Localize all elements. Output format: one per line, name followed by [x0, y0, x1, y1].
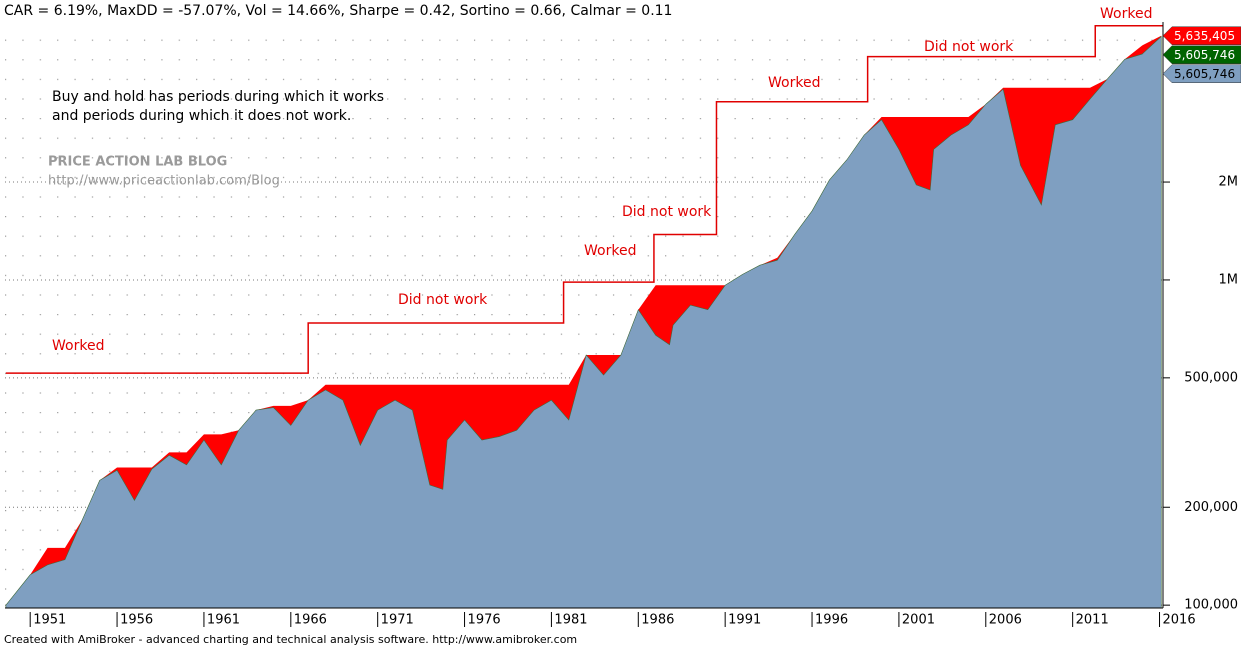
x-tick-label: 1996 — [815, 613, 848, 628]
x-tick-label: 1976 — [468, 613, 501, 628]
y-tick-label: 100,000 — [1184, 598, 1238, 613]
y-tick-label: 200,000 — [1184, 500, 1238, 515]
x-tick-label: 2016 — [1163, 613, 1196, 628]
x-tick-label: 1956 — [120, 613, 153, 628]
price-tag-label: 5,635,405 — [1174, 29, 1235, 43]
price-tag-label: 5,605,746 — [1174, 48, 1235, 62]
y-tick-label: 2M — [1219, 175, 1239, 190]
y-tick-label: 500,000 — [1184, 370, 1238, 385]
x-tick-label: 1971 — [381, 613, 414, 628]
x-tick-label: 2001 — [902, 613, 935, 628]
x-tick-label: 1951 — [33, 613, 66, 628]
annotation: Worked — [584, 243, 636, 259]
y-tick-label: 1M — [1219, 272, 1239, 287]
footer: Created with AmiBroker - advanced charti… — [4, 633, 577, 646]
x-tick-label: 2011 — [1076, 613, 1109, 628]
x-tick-label: 2006 — [989, 613, 1022, 628]
x-tick-label: 1986 — [641, 613, 674, 628]
annotation: Worked — [768, 75, 820, 91]
price-tag-label: 5,605,746 — [1174, 67, 1235, 81]
x-tick-label: 1966 — [294, 613, 327, 628]
equity-area — [5, 35, 1162, 609]
watermark: PRICE ACTION LAB BLOG — [48, 155, 227, 170]
price-tag — [1162, 26, 1241, 45]
regime-line — [5, 24, 1163, 374]
plot-area — [5, 24, 1163, 609]
watermark: http://www.priceactionlab.com/Blog — [48, 174, 280, 189]
x-tick-label: 1991 — [728, 613, 761, 628]
price-tag — [1162, 64, 1241, 83]
chart-title: CAR = 6.19%, MaxDD = -57.07%, Vol = 14.6… — [4, 3, 672, 19]
note: Buy and hold has periods during which it… — [52, 89, 384, 105]
price-tag — [1162, 45, 1241, 64]
annotation: Worked — [1100, 6, 1152, 22]
annotation: Did not work — [622, 204, 712, 220]
annotation: Did not work — [924, 39, 1014, 55]
x-tick-label: 1961 — [207, 613, 240, 628]
note: and periods during which it does not wor… — [52, 108, 351, 124]
annotation: Worked — [52, 338, 104, 354]
annotation: Did not work — [398, 292, 488, 308]
x-tick-label: 1981 — [554, 613, 587, 628]
